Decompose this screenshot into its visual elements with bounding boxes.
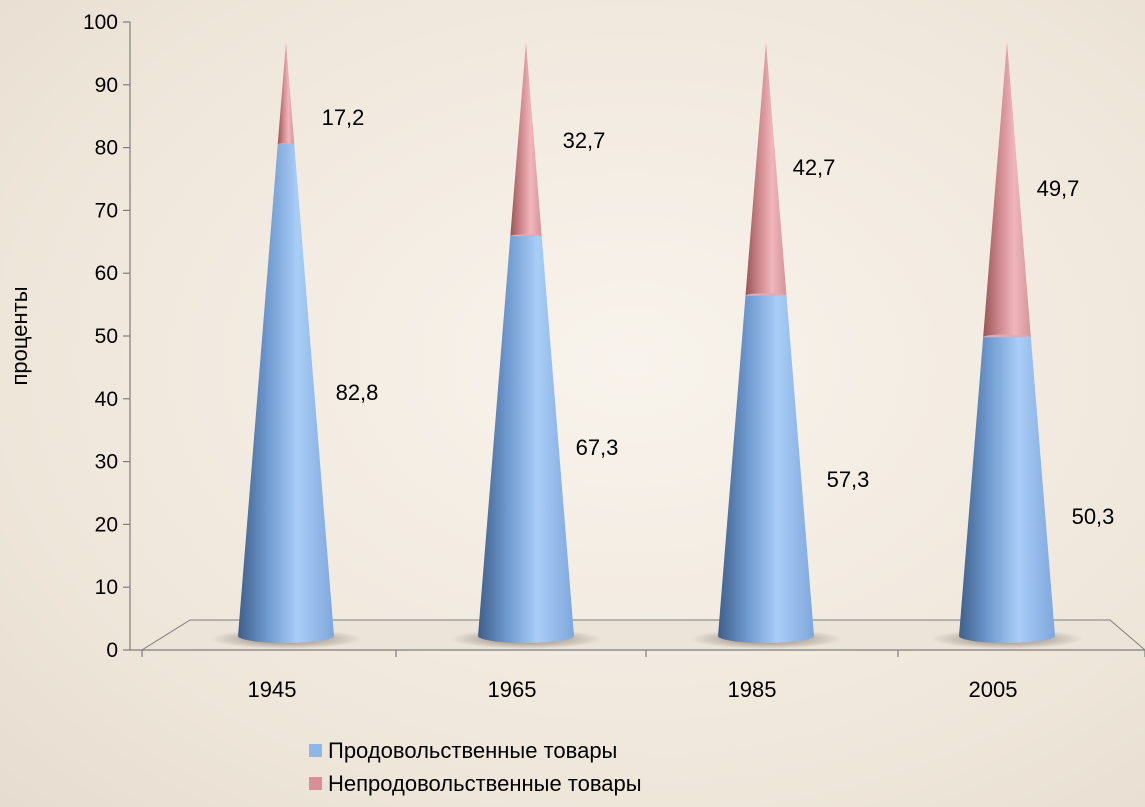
y-tick-label: 20 [95, 513, 118, 536]
y-tick-label: 90 [95, 74, 118, 97]
x-tick-label: 1945 [248, 677, 297, 702]
data-label-food: 50,3 [1072, 504, 1115, 529]
y-tick-label: 40 [95, 388, 118, 411]
y-tick-label: 60 [95, 262, 118, 285]
data-label-nonfood: 17,2 [322, 105, 365, 130]
data-label-nonfood: 49,7 [1037, 176, 1080, 201]
legend-label-nonfood: Непродовольственные товары [328, 770, 642, 796]
x-tick-label: 1985 [728, 677, 777, 702]
y-tick-label: 0 [106, 639, 118, 662]
cone-nonfood [983, 42, 1031, 338]
cone-nonfood [745, 42, 787, 296]
cone-nonfood [510, 42, 542, 237]
cone-food [718, 295, 814, 643]
data-label-food: 82,8 [336, 380, 379, 405]
legend-label-food: Продовольственные товары [328, 737, 618, 763]
cone-food [238, 144, 334, 643]
y-axis-title: проценты [7, 286, 32, 385]
y-tick-label: 70 [95, 199, 118, 222]
legend-swatch-nonfood [309, 777, 322, 790]
cone-food [959, 337, 1055, 643]
data-label-food: 57,3 [827, 467, 870, 492]
cone-nonfood [277, 42, 295, 145]
data-label-nonfood: 42,7 [793, 155, 836, 180]
y-tick-label: 50 [95, 325, 118, 348]
data-label-nonfood: 32,7 [563, 128, 606, 153]
x-tick-label: 2005 [969, 677, 1018, 702]
x-tick-label: 1965 [488, 677, 537, 702]
y-tick-label: 80 [95, 137, 118, 160]
legend-swatch-food [309, 744, 322, 757]
cone-food [478, 236, 574, 643]
y-tick-label: 10 [95, 576, 118, 599]
legend-item-food: Продовольственные товары [309, 734, 642, 767]
y-tick-label: 100 [83, 11, 118, 34]
data-label-food: 67,3 [576, 435, 619, 460]
legend-item-nonfood: Непродовольственные товары [309, 767, 642, 800]
legend: Продовольственные товары Непродовольстве… [309, 734, 642, 800]
y-tick-label: 30 [95, 451, 118, 474]
